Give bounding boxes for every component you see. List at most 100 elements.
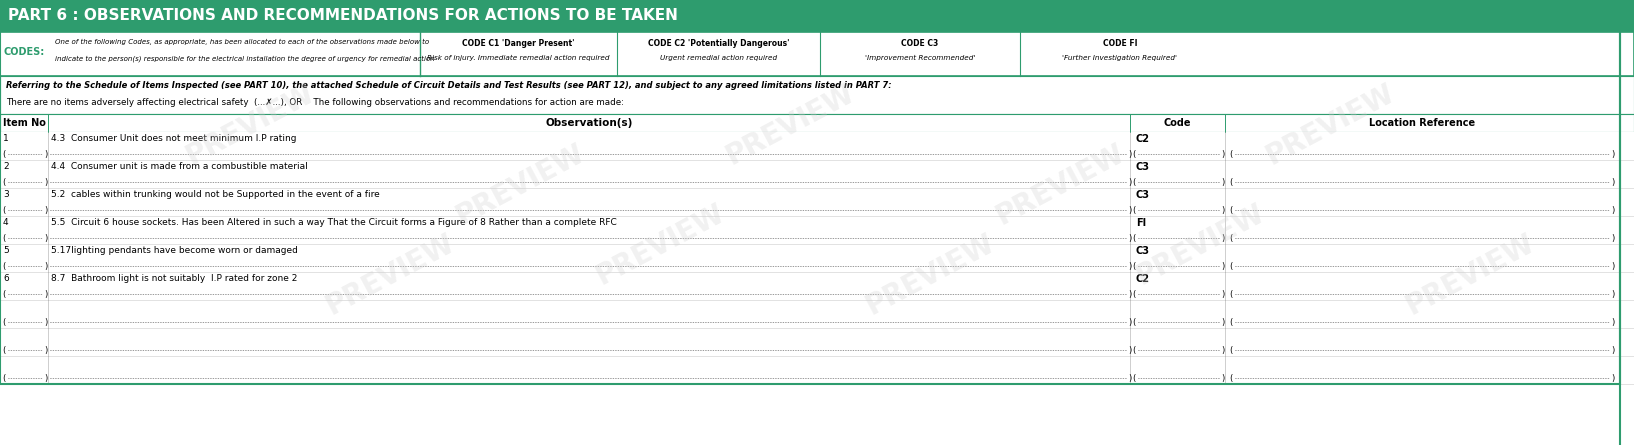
- Bar: [0, 328, 1634, 344]
- Text: ): ): [44, 206, 47, 214]
- Text: ): ): [1611, 234, 1614, 243]
- Text: ): ): [1127, 178, 1131, 186]
- Bar: [0, 344, 1634, 356]
- Text: Urgent remedial action required: Urgent remedial action required: [660, 55, 778, 61]
- Text: ): ): [1127, 345, 1131, 355]
- Text: (: (: [1132, 262, 1136, 271]
- Text: ): ): [1127, 373, 1131, 383]
- Bar: [0, 288, 1634, 300]
- Text: (: (: [2, 178, 5, 186]
- Text: (: (: [1229, 206, 1232, 214]
- Text: 4.3  Consumer Unit does not meet minimum I.P rating: 4.3 Consumer Unit does not meet minimum …: [51, 134, 296, 143]
- Text: indicate to the person(s) responsible for the electrical installation the degree: indicate to the person(s) responsible fo…: [56, 55, 435, 61]
- Text: (: (: [2, 206, 5, 214]
- Text: PREVIEW: PREVIEW: [592, 199, 729, 291]
- Text: ): ): [44, 290, 47, 299]
- Bar: [0, 132, 1634, 148]
- Text: PREVIEW: PREVIEW: [1400, 229, 1539, 321]
- Text: PREVIEW: PREVIEW: [451, 139, 590, 231]
- Text: 3: 3: [3, 190, 8, 199]
- Text: One of the following Codes, as appropriate, has been allocated to each of the ob: One of the following Codes, as appropria…: [56, 39, 430, 45]
- Text: (: (: [2, 262, 5, 271]
- Text: 6: 6: [3, 274, 8, 283]
- Text: There are no items adversely affecting electrical safety  (...✗...), OR    The f: There are no items adversely affecting e…: [7, 98, 624, 107]
- Text: ): ): [44, 150, 47, 158]
- Text: (: (: [2, 345, 5, 355]
- Text: (: (: [1229, 317, 1232, 327]
- Text: Referring to the Schedule of Items Inspected (see PART 10), the attached Schedul: Referring to the Schedule of Items Inspe…: [7, 81, 892, 90]
- Text: Location Reference: Location Reference: [1369, 118, 1476, 128]
- Text: ): ): [1611, 206, 1614, 214]
- Text: ): ): [1221, 150, 1224, 158]
- Text: 'Further Investigation Required': 'Further Investigation Required': [1062, 55, 1178, 61]
- Bar: [0, 32, 1634, 76]
- Bar: [0, 0, 1634, 32]
- Text: (: (: [1132, 150, 1136, 158]
- Text: ): ): [1127, 290, 1131, 299]
- Text: CODE C1 'Danger Present': CODE C1 'Danger Present': [462, 39, 575, 48]
- Bar: [0, 148, 1634, 160]
- Text: (: (: [1229, 290, 1232, 299]
- Text: ): ): [44, 317, 47, 327]
- Bar: [0, 160, 1634, 176]
- Text: ): ): [44, 178, 47, 186]
- Bar: [0, 76, 1634, 114]
- Text: ): ): [1611, 345, 1614, 355]
- Text: (: (: [2, 290, 5, 299]
- Text: 5.2  cables within trunking would not be Supported in the event of a fire: 5.2 cables within trunking would not be …: [51, 190, 379, 199]
- Text: CODES:: CODES:: [3, 47, 46, 57]
- Text: (: (: [2, 234, 5, 243]
- Text: ): ): [44, 373, 47, 383]
- Bar: [0, 316, 1634, 328]
- Text: (: (: [1132, 234, 1136, 243]
- Text: C3: C3: [1136, 246, 1150, 256]
- Bar: [0, 0, 1619, 384]
- Text: (: (: [2, 373, 5, 383]
- Text: (: (: [1229, 178, 1232, 186]
- Text: ): ): [1611, 317, 1614, 327]
- Bar: [0, 300, 1634, 316]
- Text: ): ): [1221, 178, 1224, 186]
- Text: FI: FI: [1136, 218, 1145, 228]
- Text: ): ): [1221, 317, 1224, 327]
- Text: ): ): [1221, 345, 1224, 355]
- Bar: [0, 260, 1634, 272]
- Text: ): ): [1127, 150, 1131, 158]
- Bar: [0, 188, 1634, 204]
- Text: PART 6 : OBSERVATIONS AND RECOMMENDATIONS FOR ACTIONS TO BE TAKEN: PART 6 : OBSERVATIONS AND RECOMMENDATION…: [8, 8, 678, 24]
- Text: (: (: [1132, 206, 1136, 214]
- Text: CODE C3: CODE C3: [902, 39, 938, 48]
- Text: C2: C2: [1136, 134, 1150, 144]
- Bar: [0, 232, 1634, 244]
- Text: (: (: [1132, 290, 1136, 299]
- Bar: [0, 272, 1634, 288]
- Bar: [0, 204, 1634, 216]
- Text: 2: 2: [3, 162, 8, 171]
- Text: Code: Code: [1163, 118, 1191, 128]
- Text: ): ): [44, 345, 47, 355]
- Text: 4.4  Consumer unit is made from a combustible material: 4.4 Consumer unit is made from a combust…: [51, 162, 307, 171]
- Bar: [0, 244, 1634, 260]
- Text: 4: 4: [3, 218, 8, 227]
- Text: ): ): [1221, 262, 1224, 271]
- Text: CODE FI: CODE FI: [1103, 39, 1137, 48]
- Text: PREVIEW: PREVIEW: [1261, 79, 1399, 170]
- Text: PREVIEW: PREVIEW: [721, 79, 859, 170]
- Text: CODE C2 'Potentially Dangerous': CODE C2 'Potentially Dangerous': [647, 39, 789, 48]
- Text: (: (: [1132, 178, 1136, 186]
- Text: 5: 5: [3, 246, 8, 255]
- Text: PREVIEW: PREVIEW: [320, 229, 459, 321]
- Text: (: (: [1132, 345, 1136, 355]
- Text: (: (: [1229, 345, 1232, 355]
- Text: C3: C3: [1136, 190, 1150, 200]
- Text: C3: C3: [1136, 162, 1150, 172]
- Text: (: (: [2, 150, 5, 158]
- Text: (: (: [1229, 150, 1232, 158]
- Text: ): ): [44, 234, 47, 243]
- Text: ): ): [1127, 234, 1131, 243]
- Text: ): ): [1221, 206, 1224, 214]
- Text: 5.17lighting pendants have become worn or damaged: 5.17lighting pendants have become worn o…: [51, 246, 297, 255]
- Text: (: (: [1229, 373, 1232, 383]
- Text: ): ): [1611, 262, 1614, 271]
- Text: 1: 1: [3, 134, 8, 143]
